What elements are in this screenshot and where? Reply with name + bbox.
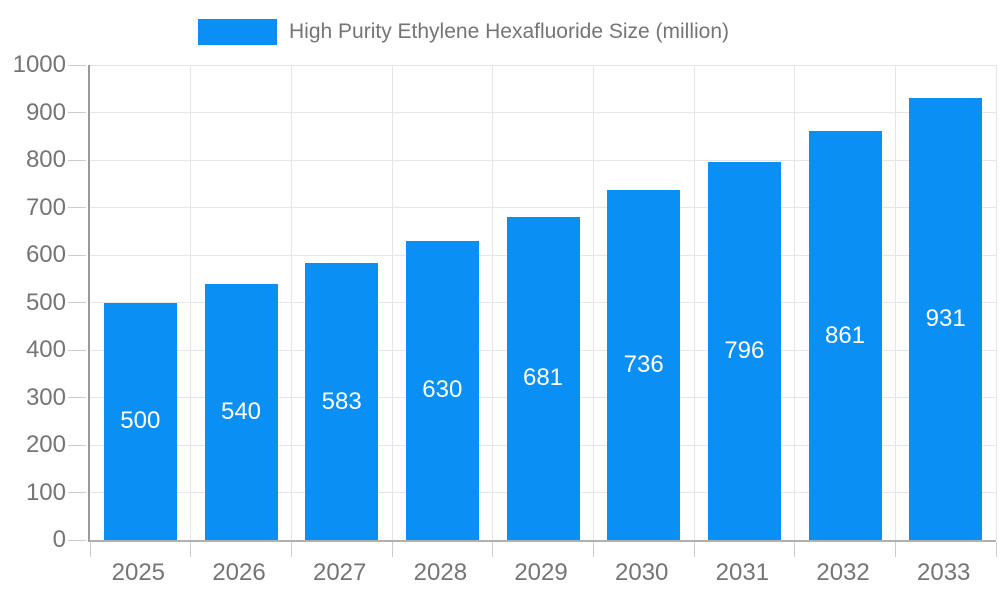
y-tick	[68, 349, 86, 351]
y-tick-label: 400	[25, 336, 66, 363]
y-tick-label: 200	[25, 431, 66, 458]
x-tick-label-2025: 2025	[111, 559, 166, 586]
x-tick-label-2027: 2027	[312, 559, 367, 586]
y-tick	[68, 397, 86, 398]
x-tick	[391, 542, 393, 557]
x-tick-label-2029: 2029	[514, 559, 568, 586]
y-tick	[68, 444, 86, 446]
bar-value-label: 500	[120, 407, 161, 435]
bar-2033: 931	[909, 97, 983, 540]
y-tick	[68, 539, 86, 541]
x-tick	[592, 542, 594, 557]
v-gridline	[592, 65, 594, 540]
v-gridline	[894, 65, 896, 540]
y-tick	[68, 254, 86, 256]
x-tick-label-2030: 2030	[615, 559, 669, 586]
bar-value-label: 630	[422, 376, 463, 404]
bar-2029: 681	[506, 216, 580, 540]
v-gridline	[492, 65, 494, 540]
x-axis-labels: 2025 2026 2027 2028 2029 2030 2031 2032 2033	[88, 558, 994, 588]
chart-legend: High Purity Ethylene Hexafluoride Size (…	[198, 19, 729, 45]
bar-2028: 630	[405, 240, 479, 540]
y-tick-label: 1000	[12, 51, 66, 78]
v-gridline	[391, 65, 393, 540]
y-tick-label: 0	[52, 526, 66, 553]
y-tick-label: 500	[25, 288, 66, 316]
x-tick	[190, 542, 192, 557]
x-tick	[290, 542, 292, 557]
v-gridline	[693, 65, 695, 540]
y-tick	[68, 207, 86, 208]
x-tick	[794, 542, 796, 557]
y-tick-label: 600	[25, 241, 66, 268]
bar-2031: 796	[707, 161, 781, 540]
h-gridline	[90, 112, 996, 113]
x-tick-label-2026: 2026	[212, 559, 266, 586]
v-gridline	[290, 65, 292, 540]
x-tick	[894, 542, 896, 557]
y-tick-label: 800	[25, 146, 66, 173]
bar-2025: 500	[103, 302, 177, 540]
bar-value-label: 736	[623, 351, 664, 379]
y-axis-labels: 0 100 200 300 400 500 600 700 800 900 1000	[0, 0, 66, 600]
h-gridline	[90, 207, 996, 208]
plot-area: 500 540 583 630 681 736 796 861 931	[68, 64, 997, 557]
y-tick-label: 900	[25, 98, 66, 126]
bar-value-label: 540	[220, 397, 262, 425]
bar-2030: 736	[607, 190, 681, 540]
bar-2027: 583	[305, 263, 379, 540]
x-tick	[995, 542, 997, 557]
x-tick	[492, 542, 494, 557]
y-tick	[68, 302, 86, 303]
x-tick-label-2031: 2031	[715, 559, 770, 586]
v-gridline	[995, 65, 997, 540]
v-gridline	[794, 65, 796, 540]
y-tick	[68, 64, 86, 66]
y-tick-label: 700	[25, 193, 66, 221]
x-tick-label-2033: 2033	[917, 559, 971, 586]
y-tick	[68, 492, 86, 493]
y-tick	[68, 112, 86, 113]
h-gridline	[90, 64, 996, 66]
bar-value-label: 583	[321, 387, 362, 415]
h-gridline	[90, 159, 996, 161]
bar-value-label: 861	[824, 321, 866, 349]
bar-2026: 540	[204, 283, 278, 540]
y-tick-label: 100	[25, 478, 66, 506]
bar-2032: 861	[808, 131, 882, 540]
bar-value-label: 796	[724, 336, 765, 364]
y-tick-label: 300	[25, 383, 66, 411]
v-gridline	[190, 65, 192, 540]
y-tick	[68, 159, 86, 161]
x-tick	[693, 542, 695, 557]
legend-swatch	[198, 19, 277, 45]
x-tick-label-2032: 2032	[816, 559, 870, 586]
bar-value-label: 931	[925, 304, 966, 332]
x-tick-label-2028: 2028	[413, 559, 468, 586]
x-tick	[89, 542, 91, 557]
bar-value-label: 681	[522, 364, 564, 392]
legend-label: High Purity Ethylene Hexafluoride Size (…	[289, 20, 730, 43]
